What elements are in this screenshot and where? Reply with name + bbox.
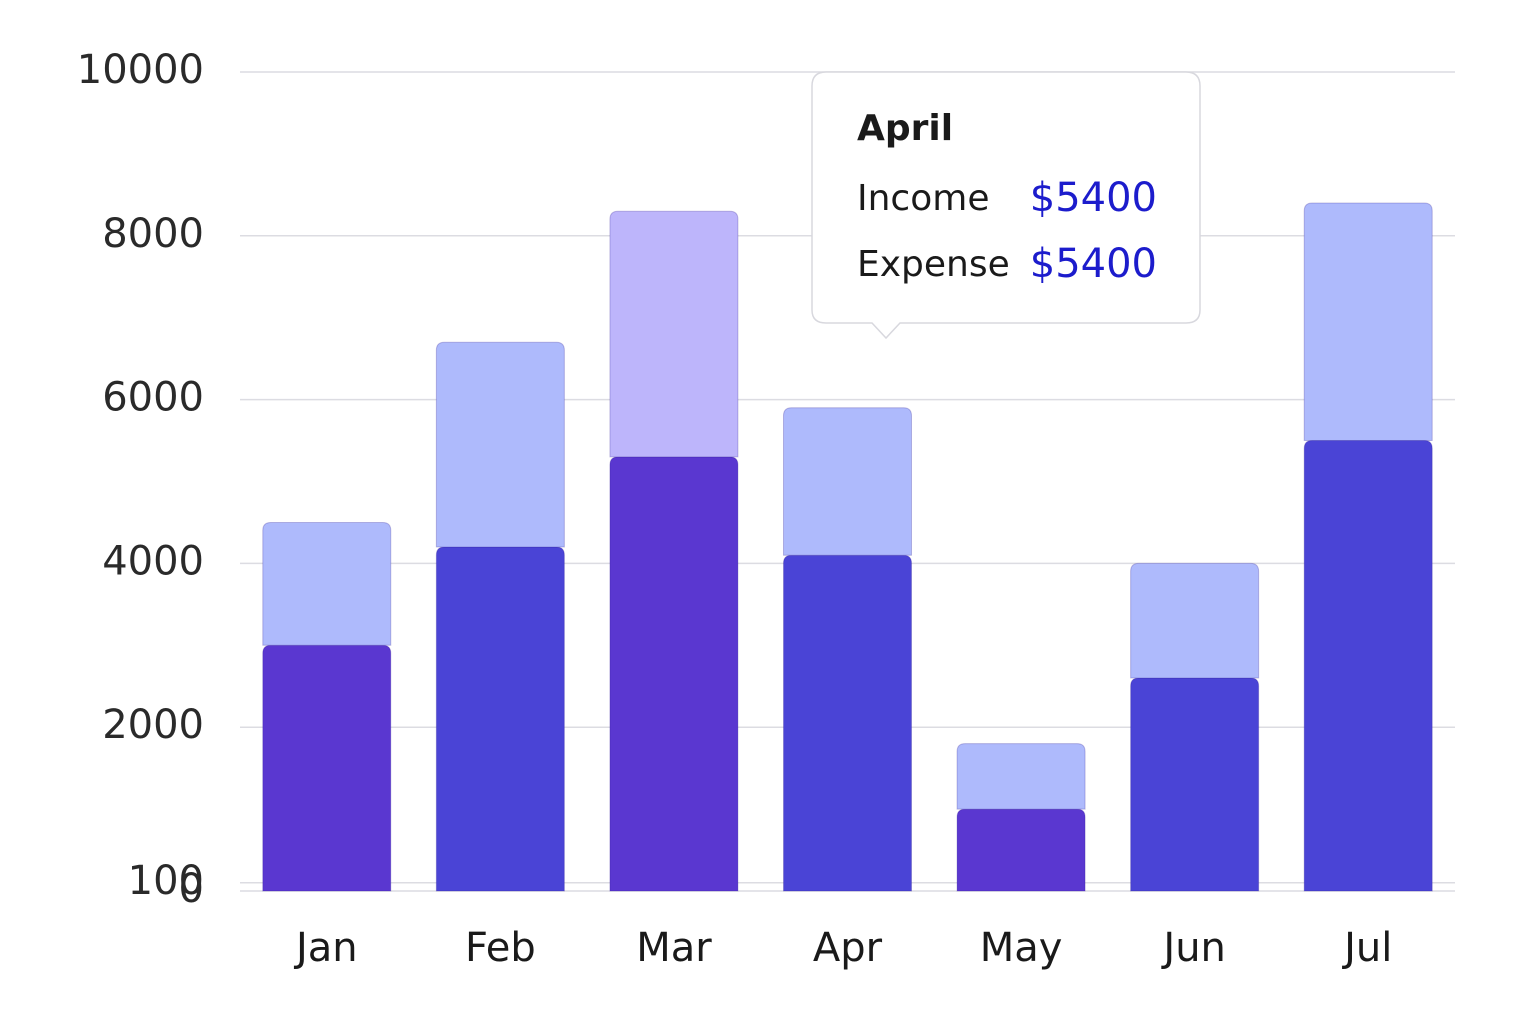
bar-segment (609, 456, 739, 892)
tooltip-label: Income (857, 178, 989, 219)
tooltip: April Income $5400 Expense $5400 (811, 71, 1201, 340)
bar-segment (1130, 562, 1260, 679)
x-tick-label: Mar (636, 925, 712, 971)
x-tick-label: Jan (293, 925, 358, 971)
x-tick-label: Feb (465, 925, 536, 971)
y-tick-label: 10000 (77, 47, 204, 93)
bar-segment (1130, 677, 1260, 892)
y-tick-label: 2000 (102, 702, 204, 748)
tooltip-value: $5400 (1030, 241, 1157, 287)
bar-segment (262, 521, 392, 646)
bar-segment (262, 644, 392, 892)
tooltip-value: $5400 (1030, 175, 1157, 221)
bar-segment (609, 210, 739, 458)
y-tick-label: 100 (128, 858, 204, 904)
x-tick-label: Apr (813, 925, 883, 971)
tooltip-title: April (857, 108, 953, 149)
x-tick-label: Jun (1160, 925, 1226, 971)
bar-segment (783, 407, 912, 556)
bar-segment (783, 554, 912, 892)
bar-segment (956, 743, 1086, 810)
bar-segment (1303, 440, 1433, 892)
bar-segment (956, 808, 1086, 892)
bar-segment (1303, 202, 1433, 442)
x-tick-label: May (980, 925, 1063, 971)
y-tick-label: 4000 (102, 538, 204, 584)
bar-segment (435, 546, 565, 892)
tooltip-box (811, 71, 1201, 340)
y-tick-label: 8000 (102, 211, 204, 257)
x-tick-label: Jul (1341, 925, 1392, 971)
tooltip-label: Expense (857, 244, 1010, 285)
bar-segment (435, 341, 565, 548)
y-tick-label: 6000 (102, 375, 204, 421)
y-tick-label: 0 (179, 866, 204, 912)
